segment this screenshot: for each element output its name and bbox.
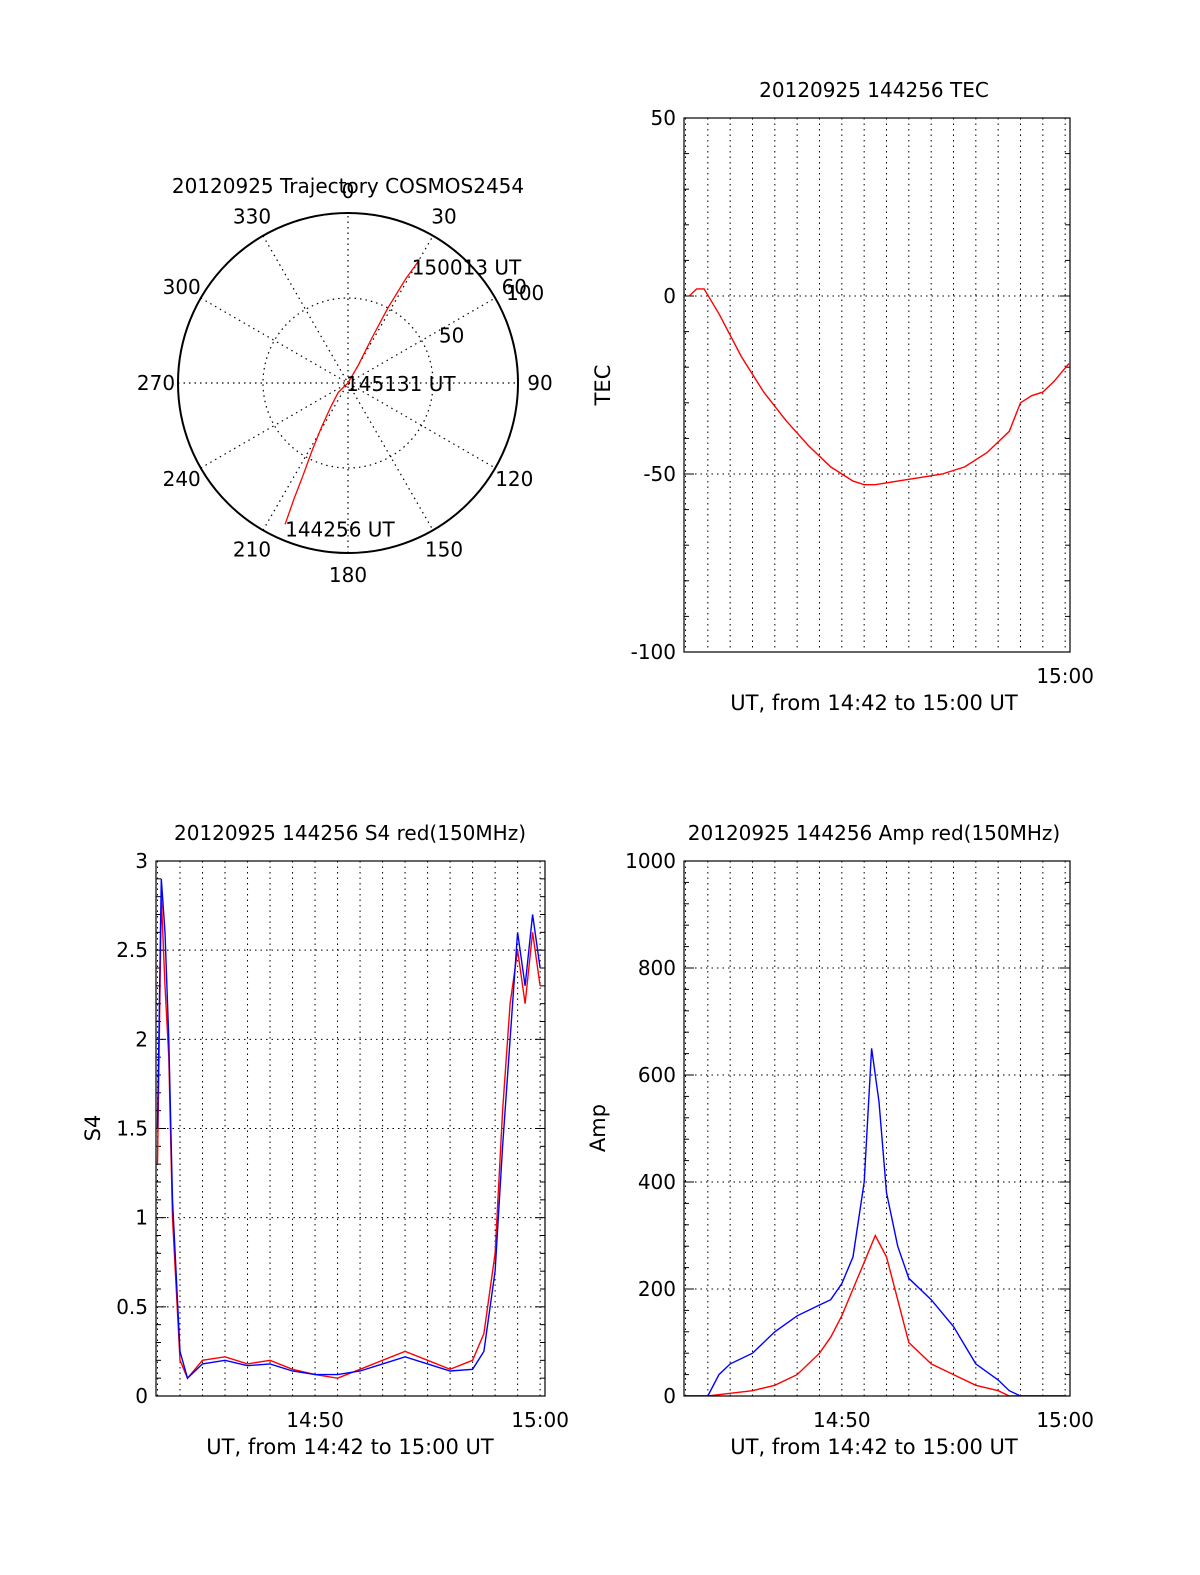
s4-xlabel: UT, from 14:42 to 15:00 UT — [206, 1435, 494, 1459]
polar-angle-label: 30 — [431, 205, 456, 229]
trajectory-time-label: 145131 UT — [346, 372, 456, 396]
amp-ytick-label: 800 — [638, 956, 676, 980]
polar-radius-label: 50 — [439, 324, 464, 348]
polar-angle-label: 330 — [233, 205, 271, 229]
amp-ytick-label: 0 — [663, 1384, 676, 1408]
s4-ytick-label: 2 — [135, 1027, 148, 1051]
s4-ylabel: S4 — [81, 1115, 105, 1142]
tec-ytick-label: 0 — [663, 284, 676, 308]
trajectory-time-label: 144256 UT — [285, 517, 395, 541]
s4-title: 20120925 144256 S4 red(150MHz) — [174, 821, 526, 845]
tec-ytick-label: -50 — [643, 462, 676, 486]
s4-ytick-label: 1 — [135, 1206, 148, 1230]
polar-grid — [178, 213, 518, 553]
trajectory-track — [284, 261, 419, 525]
tec-ylabel: TEC — [591, 365, 615, 407]
tec-xtick-label: 15:00 — [1036, 664, 1094, 688]
s4-series-line — [156, 878, 541, 1380]
tec-ytick-label: 50 — [651, 106, 676, 130]
tec-series-line — [688, 288, 1070, 486]
amp-ytick-label: 600 — [638, 1063, 676, 1087]
polar-angle-label: 150 — [425, 537, 463, 561]
s4-ytick-label: 0 — [135, 1384, 148, 1408]
amp-xtick-label: 15:00 — [1036, 1408, 1094, 1432]
amp-ytick-label: 400 — [638, 1170, 676, 1194]
polar-angle-label: 240 — [163, 467, 201, 491]
polar-angle-label: 270 — [137, 371, 175, 395]
amp-xlabel: UT, from 14:42 to 15:00 UT — [730, 1435, 1018, 1459]
trajectory-time-label: 150013 UT — [412, 255, 522, 279]
polar-angle-label: 210 — [233, 537, 271, 561]
polar-radius-labels: 50 100 — [439, 281, 544, 348]
tec-panel: 20120925 144256 TEC UT, from 14:42 to 15… — [591, 78, 1094, 715]
s4-plot-frame — [155, 860, 546, 1397]
s4-xtick-label: 15:00 — [511, 1408, 569, 1432]
polar-angle-label: 300 — [163, 275, 201, 299]
amp-series-line — [685, 1048, 1066, 1396]
polar-angle-labels: 0 30 60 90 120 150 180 210 240 270 300 330 — [137, 179, 553, 587]
tec-ytick-label: -100 — [631, 640, 676, 664]
s4-ytick-label: 2.5 — [116, 938, 148, 962]
trajectory-title: 20120925 Trajectory COSMOS2454 — [172, 174, 524, 198]
polar-angle-label: 60 — [502, 275, 527, 299]
s4-series-line — [156, 896, 541, 1380]
amp-ylabel: Amp — [586, 1104, 610, 1152]
amp-series-line — [685, 1233, 1066, 1396]
tec-plot-frame — [683, 117, 1071, 653]
tec-title: 20120925 144256 TEC — [759, 78, 989, 102]
polar-angle-label: 90 — [527, 371, 552, 395]
s4-xtick-label: 14:50 — [286, 1408, 344, 1432]
polar-angle-label: 0 — [342, 179, 355, 203]
amp-ytick-label: 1000 — [625, 849, 676, 873]
polar-angle-label: 120 — [495, 467, 533, 491]
s4-ytick-label: 0.5 — [116, 1295, 148, 1319]
s4-ytick-label: 3 — [135, 849, 148, 873]
polar-outer-circle — [177, 212, 519, 554]
trajectory-polar-panel: 20120925 Trajectory COSMOS2454 0 30 60 90 12… — [137, 174, 553, 587]
amp-plot-frame — [683, 860, 1071, 1397]
s4-panel: 20120925 144256 S4 red(150MHz) UT, from … — [81, 821, 569, 1459]
polar-grid-circle-50 — [262, 297, 434, 469]
amp-xtick-label: 14:50 — [813, 1408, 871, 1432]
amp-ytick-label: 200 — [638, 1277, 676, 1301]
trajectory-annotations: 150013 UT 145131 UT 144256 UT — [285, 255, 522, 541]
s4-ytick-label: 1.5 — [116, 1117, 148, 1141]
polar-angle-label: 180 — [329, 563, 367, 587]
tec-xlabel: UT, from 14:42 to 15:00 UT — [730, 691, 1018, 715]
polar-radius-label: 100 — [506, 281, 544, 305]
amp-title: 20120925 144256 Amp red(150MHz) — [688, 821, 1060, 845]
amp-panel: 20120925 144256 Amp red(150MHz) UT, from… — [586, 821, 1094, 1459]
